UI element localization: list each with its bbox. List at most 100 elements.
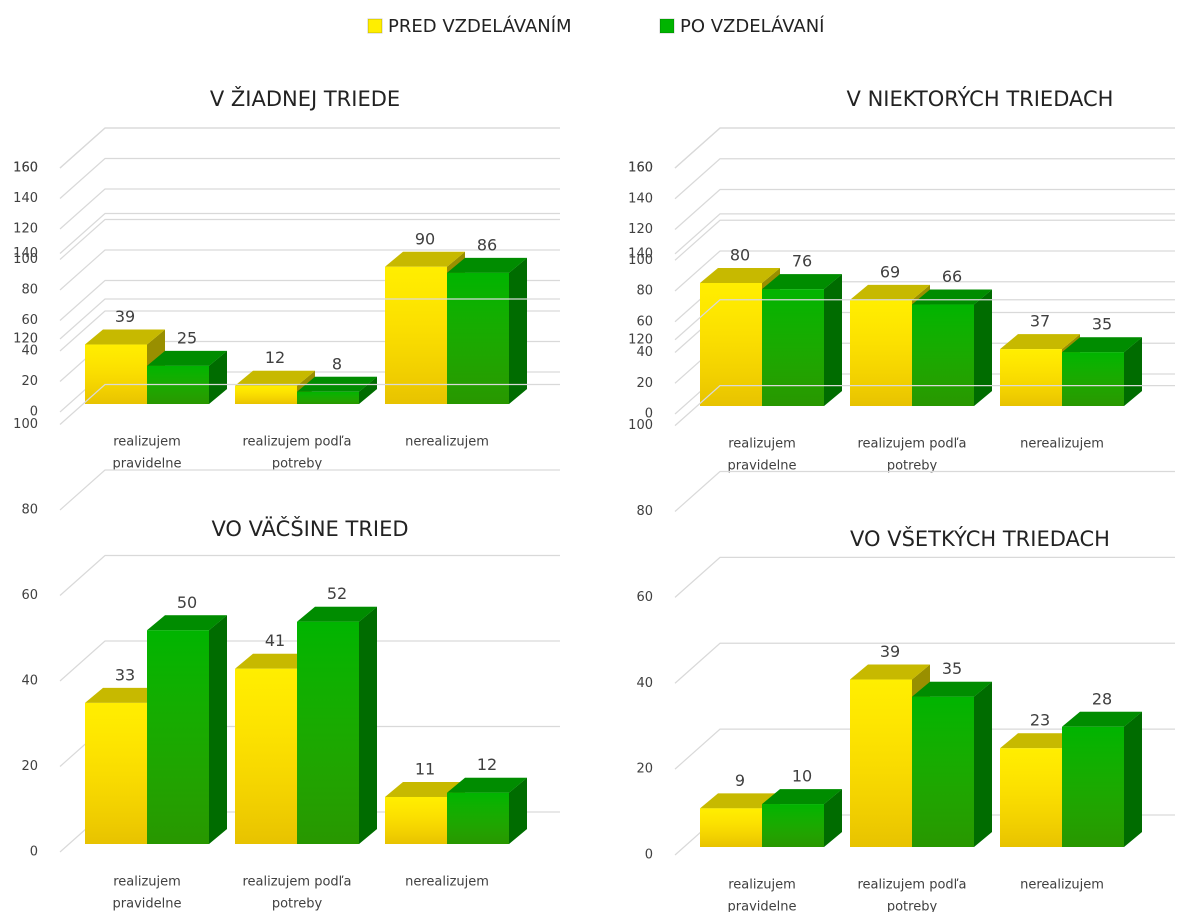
x-tick-label: potreby [887,900,938,912]
bar-top-shade [447,777,527,793]
x-tick-label: pravidelne [728,900,797,912]
bar-gradient [912,696,974,847]
bar-top [912,681,992,697]
x-tick-label: pravidelne [113,897,182,912]
bar-top-shade [850,664,930,680]
bar-side-shade [509,257,527,404]
bar-side-shade [509,777,527,844]
y-tick-label: 20 [636,376,653,391]
grid-line [674,385,1175,427]
grid-line [59,469,560,511]
y-tick-label: 60 [636,590,653,605]
chart-title: V ŽIADNEJ TRIEDE [210,86,400,111]
bar-top-shade [447,257,527,273]
y-tick-label: 120 [13,332,38,347]
value-label: 90 [415,229,435,248]
y-tick-label: 100 [628,253,653,268]
grid-line [674,250,1175,292]
y-tick-label: 40 [636,676,653,691]
y-tick-label: 0 [645,848,653,863]
x-tick-label: potreby [272,457,323,472]
bar-gradient [235,668,297,844]
value-label: 8 [332,354,342,373]
value-label: 9 [735,771,745,790]
y-tick-label: 140 [13,246,38,261]
y-tick-label: 160 [13,161,38,176]
value-label: 39 [115,307,135,326]
bar-top-shade [1000,334,1080,350]
y-tick-label: 80 [636,284,653,299]
bar-side-shade [359,606,377,844]
bar-side [974,681,992,847]
y-tick-label: 40 [636,345,653,360]
bar-top [447,777,527,793]
bar-gradient [235,385,297,404]
value-label: 11 [415,759,435,778]
y-tick-label: 140 [13,191,38,206]
x-tick-label: nerealizujem [405,435,489,450]
bar-gradient [85,344,147,404]
y-tick-label: 140 [628,246,653,261]
bar-side [359,376,377,404]
grid-line [59,249,560,291]
value-label: 25 [177,328,197,347]
grid-line [59,218,560,260]
grid-line [674,127,1175,169]
x-tick-label: pravidelne [728,459,797,474]
x-tick-label: nerealizujem [405,875,489,890]
bar-top-shade [297,606,377,622]
bar-gradient [85,702,147,844]
grid-line [674,556,1175,598]
bar-gradient [447,272,509,404]
bar-top [1062,711,1142,727]
bar-side-shade [1124,337,1142,406]
y-tick-label: 80 [21,283,38,298]
bar-top-shade [762,274,842,290]
bar-top [1000,334,1080,350]
bar-top-shade [700,793,780,809]
bar-top-shade [850,284,930,300]
value-label: 12 [265,348,285,367]
bar-gradient [850,299,912,406]
bar-top [850,284,930,300]
bar-side [209,350,227,404]
bar-side [359,606,377,844]
value-label: 23 [1030,711,1050,730]
grid-line [59,127,560,169]
bar-top-shade [912,289,992,305]
grid-line [59,383,560,425]
chart-title: VO VŠETKÝCH TRIEDACH [850,526,1110,551]
grid-line [674,127,1175,169]
value-label: 50 [177,593,197,612]
y-tick-label: 20 [21,374,38,389]
bar-top-shade [1000,733,1080,749]
bar-top-shade [85,687,165,703]
grid-line [59,127,560,169]
bar-top-shade [912,681,992,697]
grid-line [674,470,1175,512]
x-tick-label: realizujem [113,875,181,890]
y-tick-label: 40 [21,344,38,359]
x-tick-label: realizujem podľa [242,435,351,450]
bar-top-shade [385,251,465,267]
bar-top-shade [147,615,227,631]
y-tick-label: 80 [21,503,38,518]
value-label: 66 [942,267,962,286]
y-tick-label: 100 [13,252,38,267]
value-label: 52 [327,584,347,603]
value-label: 33 [115,665,135,684]
y-tick-label: 160 [628,161,653,176]
grid-line [59,298,560,340]
bar-top-shade [762,789,842,805]
bar-top [850,664,930,680]
y-tick-label: 120 [628,222,653,237]
bar-side-shade [974,681,992,847]
bar-top [700,793,780,809]
grid-line [674,299,1175,341]
bar-side [974,289,992,406]
x-tick-label: realizujem podľa [857,437,966,452]
bar-side-shade [209,615,227,844]
grid-line [59,188,560,230]
bar-gradient [850,679,912,847]
x-tick-label: nerealizujem [1020,437,1104,452]
